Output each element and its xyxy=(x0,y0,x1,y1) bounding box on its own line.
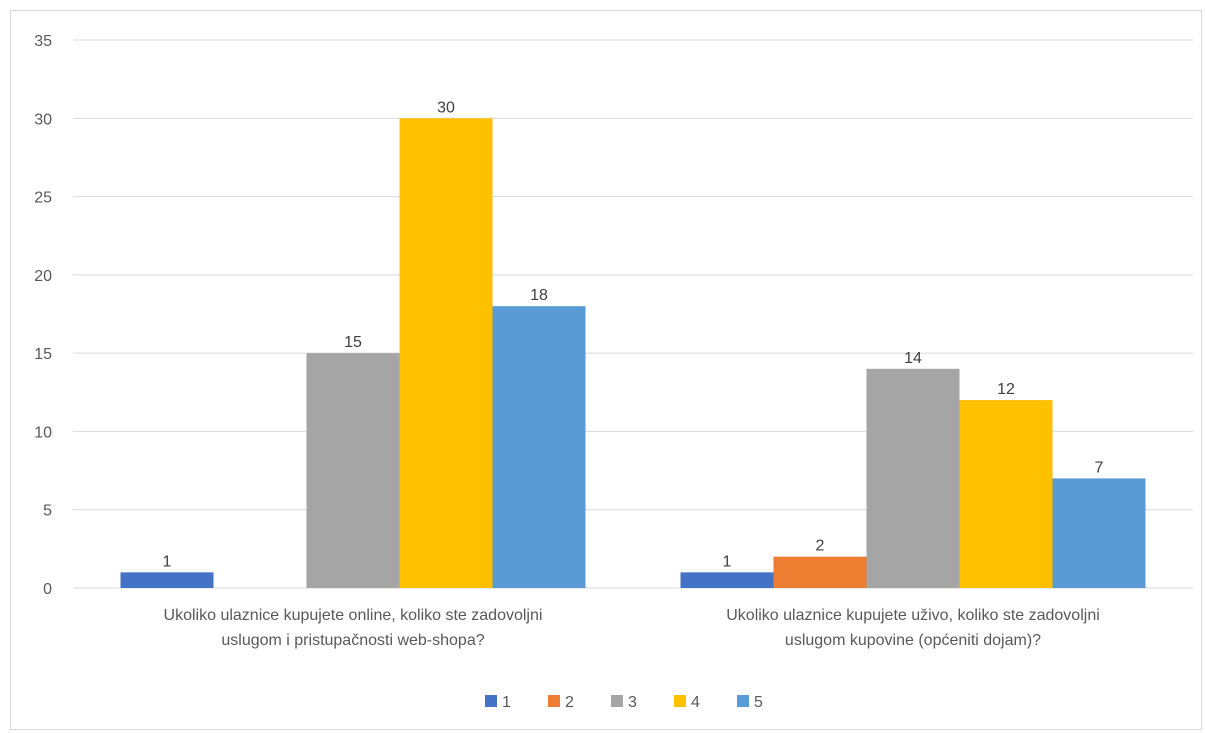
data-label: 15 xyxy=(344,334,362,351)
bar-series-3-cat-2 xyxy=(866,368,960,588)
legend-swatch xyxy=(611,695,623,707)
y-tick-label: 15 xyxy=(34,346,52,363)
y-tick-label: 30 xyxy=(34,111,52,128)
y-tick-label: 25 xyxy=(34,190,52,207)
data-label: 14 xyxy=(904,350,922,367)
legend-swatch xyxy=(737,695,749,707)
bar-series-1-cat-2 xyxy=(680,572,774,588)
legend-label: 5 xyxy=(754,694,763,711)
chart-frame xyxy=(10,10,1202,730)
bar-series-2-cat-2 xyxy=(773,556,867,588)
bar-series-5-cat-2 xyxy=(1052,478,1146,588)
legend-label: 2 xyxy=(565,694,574,711)
bar-series-1-cat-1 xyxy=(120,572,214,588)
data-label: 30 xyxy=(437,99,455,116)
y-tick-label: 0 xyxy=(43,581,52,598)
legend-swatch xyxy=(548,695,560,707)
data-label: 2 xyxy=(816,538,825,555)
data-label: 12 xyxy=(997,381,1015,398)
legend-label: 3 xyxy=(628,694,637,711)
category-label: uslugom kupovine (općeniti dojam)? xyxy=(785,632,1041,649)
bar-series-4-cat-2 xyxy=(959,400,1053,588)
category-label: Ukoliko ulaznice kupujete online, koliko… xyxy=(164,607,543,624)
category-label: Ukoliko ulaznice kupujete uživo, koliko … xyxy=(726,607,1100,624)
bars xyxy=(120,118,1146,589)
legend-label: 1 xyxy=(502,694,511,711)
legend-swatch xyxy=(485,695,497,707)
bar-series-5-cat-1 xyxy=(492,306,586,588)
bar-series-3-cat-1 xyxy=(306,353,400,588)
legend-swatch xyxy=(674,695,686,707)
y-axis-ticks: 0 5 10 15 20 25 30 35 xyxy=(34,33,52,598)
y-tick-label: 10 xyxy=(34,424,52,441)
bar-series-4-cat-1 xyxy=(399,118,493,589)
data-label: 18 xyxy=(530,287,548,304)
category-label: uslugom i pristupačnosti web-shopa? xyxy=(221,632,484,649)
legend-label: 4 xyxy=(691,694,700,711)
data-label: 1 xyxy=(723,553,732,570)
category-labels: Ukoliko ulaznice kupujete online, koliko… xyxy=(164,607,1100,649)
y-tick-label: 20 xyxy=(34,268,52,285)
legend: 1 2 3 4 5 xyxy=(485,694,763,711)
y-tick-label: 35 xyxy=(34,33,52,50)
data-label: 7 xyxy=(1095,459,1104,476)
y-tick-label: 5 xyxy=(43,503,52,520)
data-label: 1 xyxy=(163,553,172,570)
